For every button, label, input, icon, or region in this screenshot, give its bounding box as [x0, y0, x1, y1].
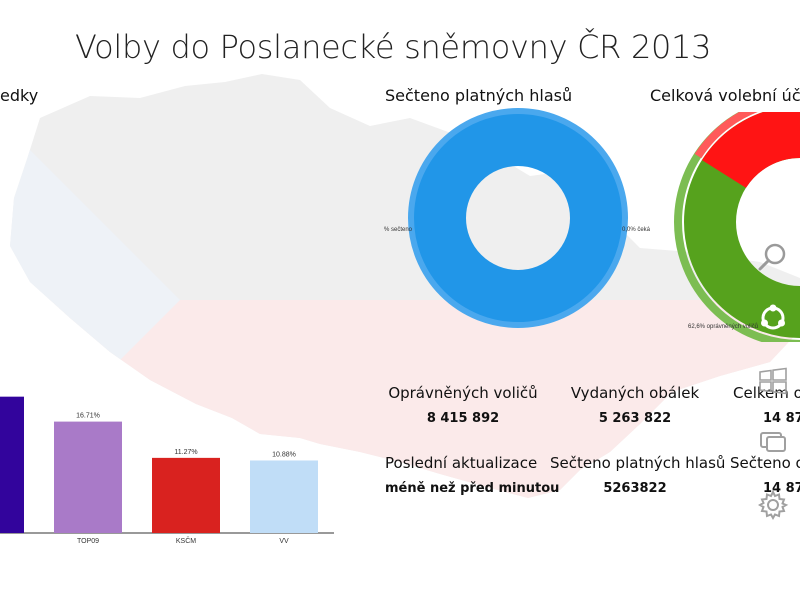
- last-update-label: Poslední aktualizace: [385, 454, 538, 472]
- eligible-voters-label: Oprávněných voličů: [388, 384, 538, 402]
- bar-value-label: 10.88%: [272, 451, 296, 458]
- counted-votes-label: Sečteno platných hlasů: [550, 454, 726, 472]
- bar-vv: [250, 460, 318, 533]
- turnout-donut-label: 62,6% oprávněných voličů: [688, 323, 758, 330]
- bar-value-label: 11.27%: [174, 449, 197, 456]
- issued-envelopes-label: Vydaných obálek: [570, 384, 700, 402]
- total-value: 14 87: [763, 411, 800, 426]
- bar-category-label: KSČM: [176, 536, 196, 545]
- page-title: Volby do Poslanecké sněmovny ČR 2013: [75, 28, 712, 66]
- turnout-donut-red: [702, 112, 800, 189]
- bar-party-0: [0, 396, 24, 533]
- counted-section-title: Sečteno platných hlasů: [385, 86, 573, 105]
- turnout-section-title: Celková volební účast: [650, 86, 800, 105]
- gear-icon: [757, 489, 789, 521]
- counted-donut-ring: [414, 114, 622, 322]
- turnout-donut-chart: 62,6% oprávněných voličů: [674, 112, 800, 342]
- settings-charm[interactable]: [755, 487, 791, 523]
- bar-ksčm: [152, 457, 220, 533]
- bar-category-label: TOP09: [77, 538, 99, 545]
- bar-category-label: VV: [279, 538, 289, 545]
- counted-votes-value: 5263822: [603, 481, 667, 496]
- search-icon: [758, 243, 786, 271]
- search-charm[interactable]: [755, 239, 791, 275]
- results-section-title: edky: [0, 86, 39, 105]
- counted-donut-chart: % sečteno 0,0% čeká: [384, 108, 651, 328]
- devices-charm[interactable]: [755, 423, 791, 459]
- issued-envelopes-value: 5 263 822: [598, 411, 672, 426]
- windows-logo-icon: [759, 367, 787, 395]
- counted-other-label: Sečteno o: [730, 454, 800, 472]
- turnout-donut-red-outer: [694, 112, 758, 159]
- bar-value-label: 16.71%: [76, 413, 100, 420]
- share-charm[interactable]: [755, 300, 791, 336]
- bar-top09: [54, 421, 122, 533]
- results-bar-chart: 16.71% TOP09 11.27% KSČM 10.88% VV: [0, 396, 334, 545]
- start-charm[interactable]: [755, 363, 791, 399]
- total-label: Celkem o: [733, 384, 800, 402]
- charms-bar: [755, 235, 795, 525]
- flag-red-band: [10, 300, 800, 498]
- turnout-donut-outer-ring: [674, 112, 800, 342]
- devices-icon: [760, 432, 786, 452]
- turnout-donut-green: [684, 112, 800, 338]
- counted-donut-label-right: 0,0% čeká: [622, 227, 651, 233]
- eligible-voters-value: 8 415 892: [426, 411, 500, 426]
- share-icon: [761, 304, 785, 330]
- last-update-value: méně než před minutou: [385, 481, 560, 496]
- counted-donut-label-left: % sečteno: [384, 227, 413, 233]
